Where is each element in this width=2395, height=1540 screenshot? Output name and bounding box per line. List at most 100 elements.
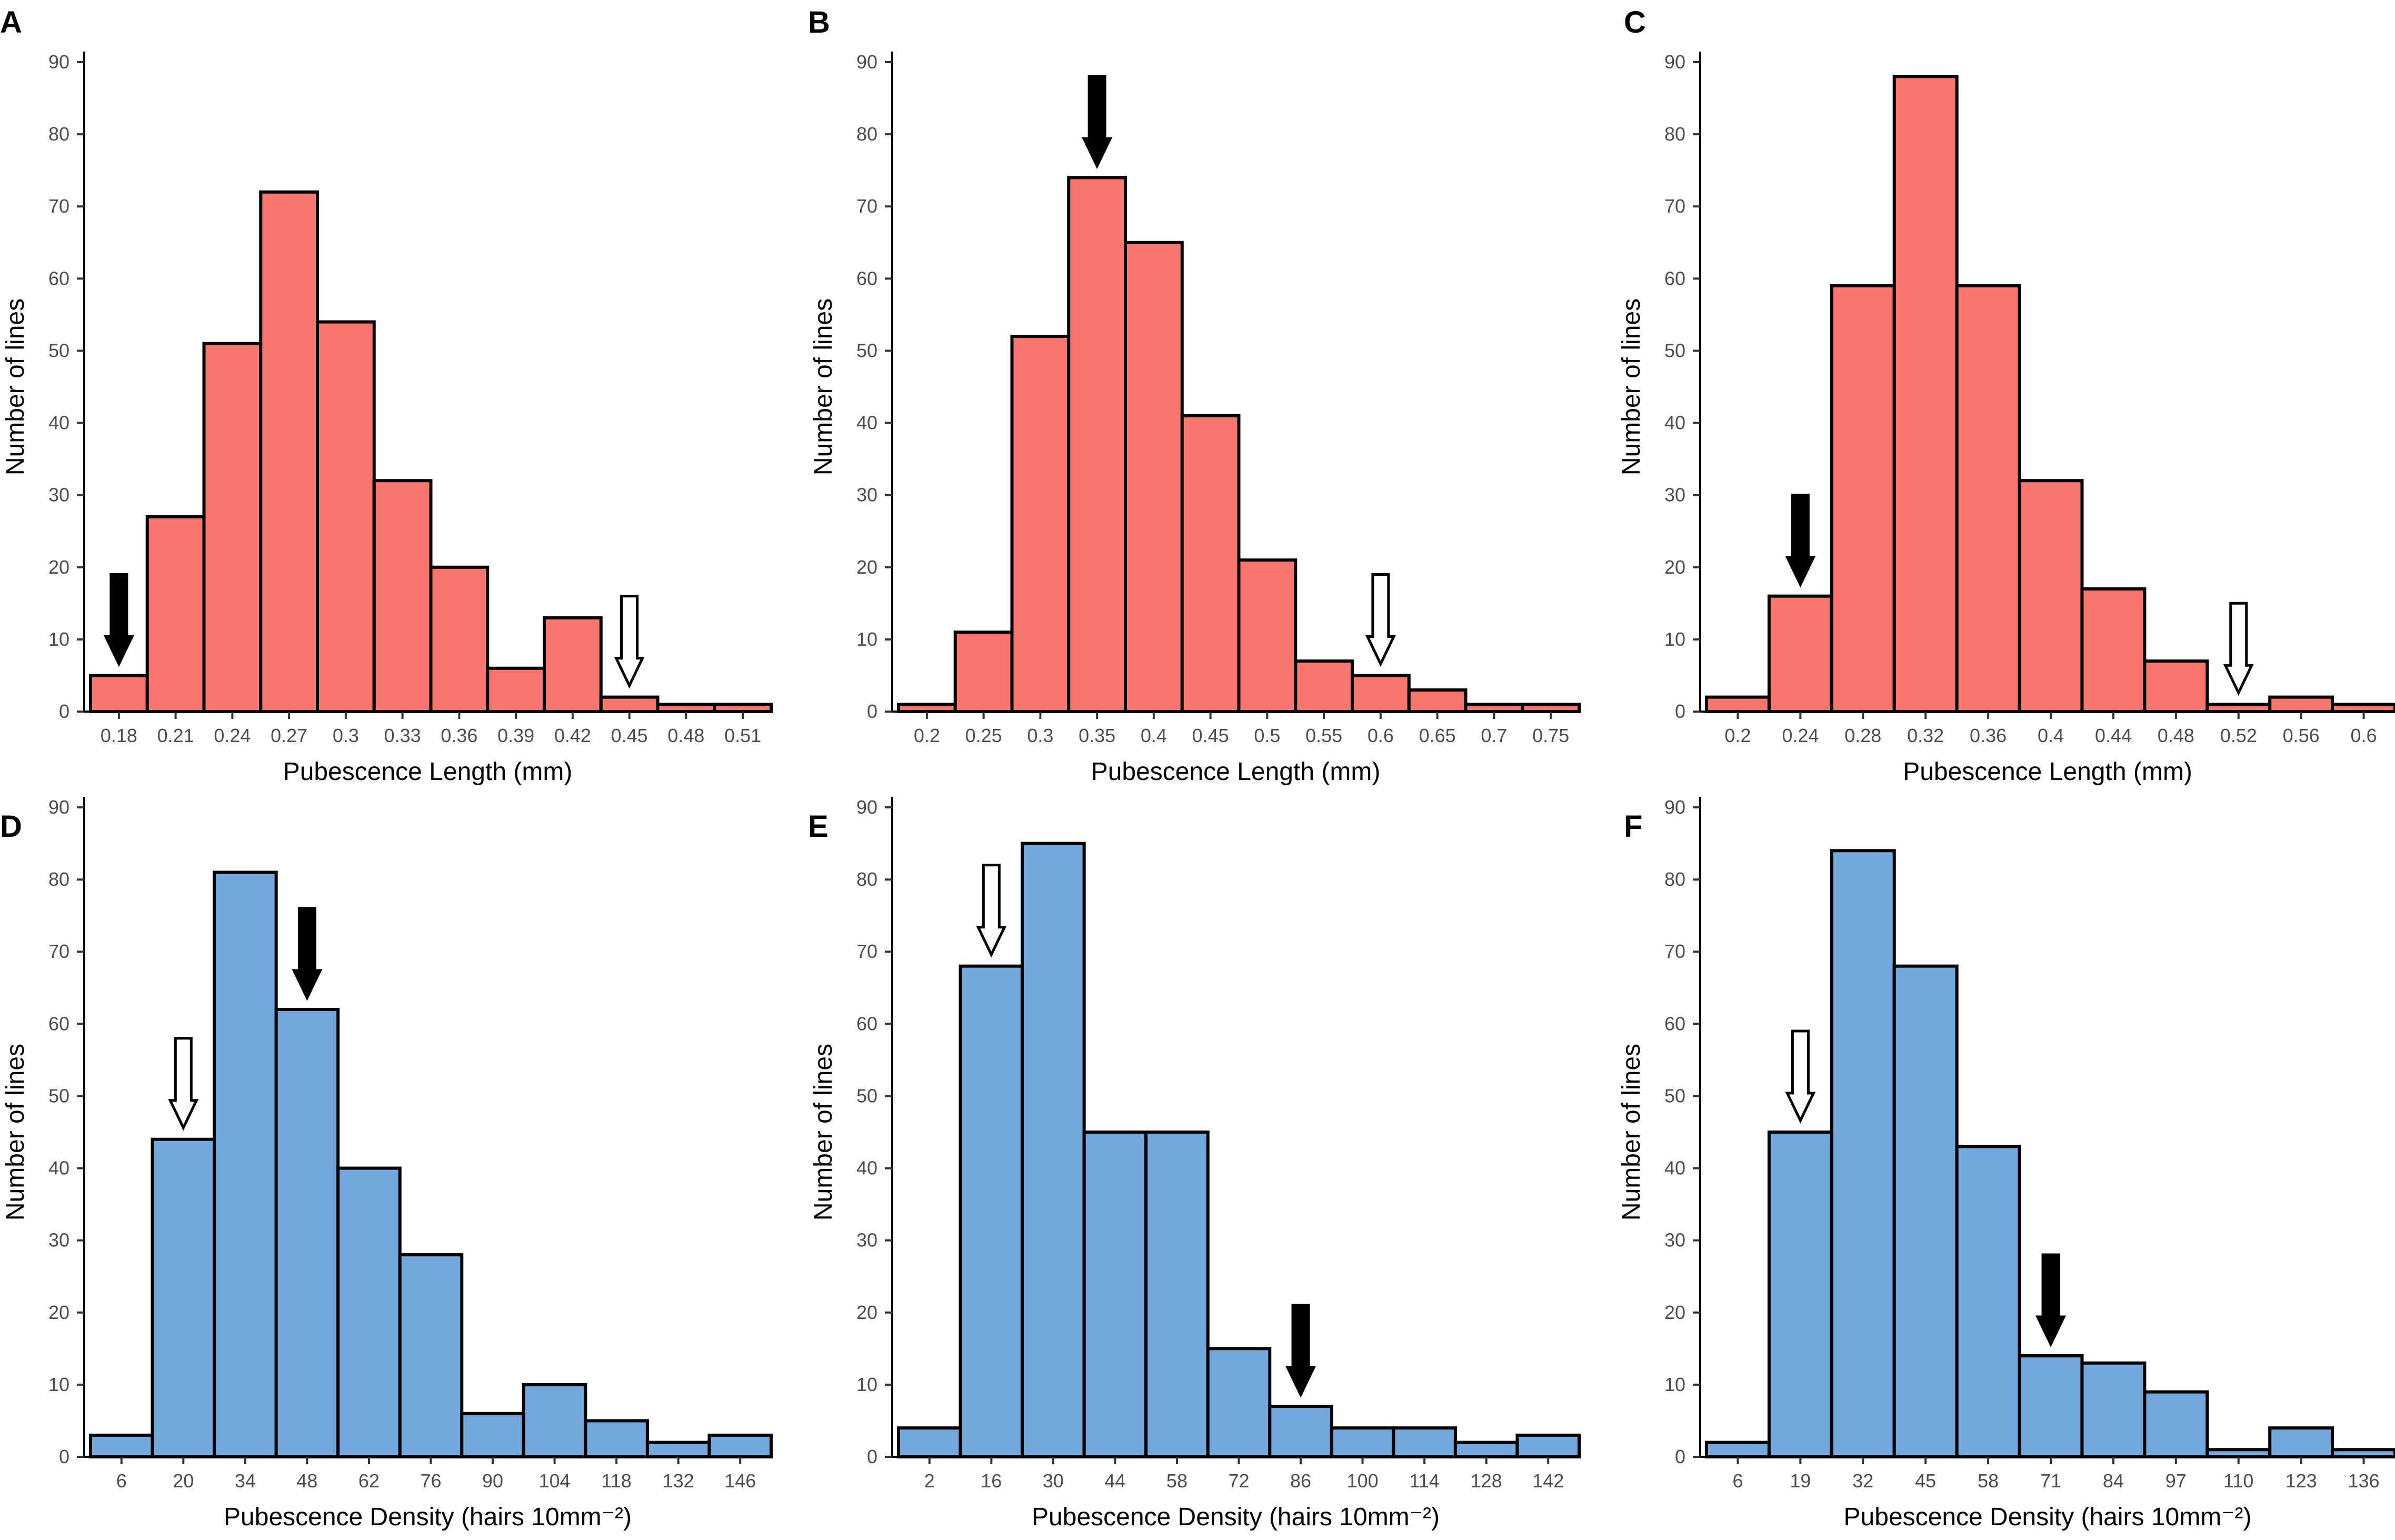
bar-90 xyxy=(460,1412,525,1459)
x-tick-label: 0.51 xyxy=(724,725,761,746)
y-tick-label: 90 xyxy=(856,796,877,818)
y-tick-label: 60 xyxy=(1664,1013,1685,1034)
bar-0.75 xyxy=(1521,703,1581,714)
bar-0.45 xyxy=(599,695,660,713)
panel-label: B xyxy=(808,5,830,39)
bar-45 xyxy=(1892,964,1959,1458)
panel-label: F xyxy=(1624,809,1642,844)
bar-114 xyxy=(1392,1426,1457,1458)
bar-0.18 xyxy=(89,674,149,714)
y-tick-label: 30 xyxy=(1664,484,1685,506)
y-tick-label: 40 xyxy=(1664,412,1685,434)
x-tick-label: 0.4 xyxy=(1141,725,1167,746)
x-tick-label: 136 xyxy=(2348,1470,2380,1492)
bar-20 xyxy=(151,1137,216,1459)
y-tick-label: 50 xyxy=(48,1085,69,1106)
y-tick-label: 40 xyxy=(856,412,877,434)
bar-146 xyxy=(707,1433,773,1459)
filled-arrow-icon xyxy=(1285,1304,1316,1398)
open-arrow-icon xyxy=(1785,1029,1816,1124)
y-tick-label: 0 xyxy=(1675,1446,1685,1467)
y-tick-label: 30 xyxy=(48,1229,69,1251)
x-tick-label: 0.28 xyxy=(1844,725,1881,746)
bar-118 xyxy=(584,1419,649,1458)
y-tick-label: 10 xyxy=(856,1374,877,1395)
bar-0.36 xyxy=(1955,284,2021,713)
filled-arrow-icon xyxy=(2035,1253,2066,1347)
y-tick-label: 0 xyxy=(1675,701,1685,722)
bar-110 xyxy=(2206,1448,2272,1458)
x-tick-label: 6 xyxy=(116,1470,127,1492)
bar-0.2 xyxy=(897,703,957,714)
panel-e: E 0 10 20 30 40 50 60 70 80 90 2 16 30 44 58 72 86 100 114 1… xyxy=(808,796,1581,1531)
panel-f: F 0 10 20 30 40 50 60 70 80 90 6 19 32 45 58 71 84 97 110 12… xyxy=(1618,796,2395,1531)
panel-label: C xyxy=(1624,5,1646,39)
open-arrow-icon xyxy=(168,1037,199,1131)
x-axis-title: Pubescence Density (hairs 10mm⁻²) xyxy=(1032,1503,1440,1531)
bar-0.52 xyxy=(2206,703,2272,714)
y-tick-label: 60 xyxy=(48,267,69,289)
x-tick-label: 0.42 xyxy=(554,725,591,746)
y-axis-title: Number of lines xyxy=(2,298,29,475)
x-tick-label: 45 xyxy=(1915,1470,1936,1492)
bar-0.3 xyxy=(1010,335,1071,713)
x-tick-label: 110 xyxy=(2223,1470,2253,1492)
x-tick-label: 0.6 xyxy=(2351,725,2377,746)
bar-16 xyxy=(959,964,1024,1458)
bar-104 xyxy=(522,1383,587,1459)
y-tick-label: 30 xyxy=(856,1229,877,1251)
x-tick-label: 0.7 xyxy=(1481,725,1507,746)
y-tick-label: 20 xyxy=(48,556,69,578)
filled-arrow-icon xyxy=(1082,75,1113,169)
y-tick-label: 20 xyxy=(856,556,877,578)
x-tick-label: 0.32 xyxy=(1907,725,1944,746)
y-tick-label: 70 xyxy=(856,195,877,217)
y-tick-label: 10 xyxy=(48,1374,69,1395)
x-tick-label: 0.21 xyxy=(157,725,194,746)
x-tick-label: 0.75 xyxy=(1532,725,1569,746)
x-tick-label: 0.45 xyxy=(611,725,648,746)
open-arrow-icon xyxy=(1365,573,1396,667)
bar-58 xyxy=(1144,1131,1210,1458)
bar-100 xyxy=(1330,1426,1395,1458)
bar-0.42 xyxy=(543,616,603,714)
x-tick-label: 0.65 xyxy=(1419,725,1456,746)
x-tick-label: 2 xyxy=(924,1470,935,1492)
bar-0.25 xyxy=(953,631,1014,713)
bar-32 xyxy=(1830,849,1896,1458)
bar-0.51 xyxy=(713,703,773,714)
bar-71 xyxy=(2018,1354,2084,1458)
y-tick-label: 50 xyxy=(856,339,877,361)
y-tick-label: 50 xyxy=(48,339,69,361)
y-tick-label: 50 xyxy=(856,1085,877,1106)
y-tick-label: 90 xyxy=(48,796,69,818)
y-tick-label: 60 xyxy=(856,267,877,289)
x-tick-label: 6 xyxy=(1732,1470,1743,1492)
y-tick-label: 0 xyxy=(59,701,69,722)
x-tick-label: 0.55 xyxy=(1305,725,1342,746)
y-tick-label: 40 xyxy=(48,412,69,434)
x-tick-label: 0.2 xyxy=(1724,725,1751,746)
y-tick-label: 70 xyxy=(1664,941,1685,962)
x-tick-label: 90 xyxy=(482,1470,503,1492)
y-tick-label: 50 xyxy=(1664,1085,1685,1106)
y-tick-label: 80 xyxy=(856,868,877,890)
bar-0.21 xyxy=(145,515,206,713)
y-tick-label: 90 xyxy=(48,51,69,73)
y-tick-label: 10 xyxy=(856,628,877,650)
x-tick-label: 118 xyxy=(601,1470,631,1492)
x-tick-label: 86 xyxy=(1290,1470,1311,1492)
x-tick-label: 34 xyxy=(235,1470,256,1492)
x-tick-label: 0.18 xyxy=(101,725,137,746)
y-axis-title: Number of lines xyxy=(1618,298,1645,475)
bar-0.35 xyxy=(1067,176,1127,713)
x-tick-label: 128 xyxy=(1471,1470,1502,1492)
bar-123 xyxy=(2268,1426,2334,1458)
x-tick-label: 16 xyxy=(981,1470,1002,1492)
bar-0.39 xyxy=(486,666,546,713)
x-tick-label: 0.45 xyxy=(1192,725,1229,746)
panel-label: E xyxy=(808,809,829,844)
x-tick-label: 0.48 xyxy=(667,725,704,746)
bar-0.3 xyxy=(316,320,376,713)
x-axis-title: Pubescence Density (hairs 10mm⁻²) xyxy=(224,1503,632,1531)
